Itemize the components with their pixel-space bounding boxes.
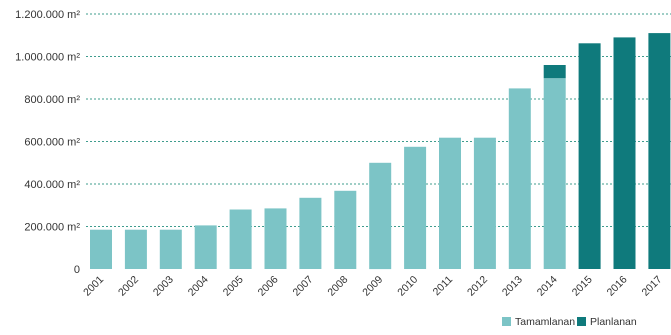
bar-completed-2007	[299, 197, 322, 269]
bar-completed-2010	[404, 146, 427, 269]
x-tick-label: 2009	[360, 274, 385, 299]
legend-label-completed: Tamamlanan	[515, 316, 575, 328]
bar-completed-2009	[369, 162, 392, 270]
x-tick-label: 2002	[116, 274, 141, 299]
x-tick-label: 2004	[186, 274, 211, 299]
x-axis-ticks: 2001 2002 2003 2004 2005 2006 2007 2008 2009 2010…	[81, 274, 665, 299]
bar-completed-2014	[543, 78, 566, 269]
bar-completed-2006	[264, 208, 287, 269]
legend-label-planned: Planlanan	[590, 316, 637, 328]
x-tick-label: 2010	[395, 274, 420, 299]
x-tick-label: 2001	[81, 274, 106, 299]
x-tick-label: 2006	[256, 274, 281, 299]
y-axis-ticks: 0 200.000 m² 400.000 m² 600.000 m² 800.000 m…	[15, 9, 80, 276]
y-tick-label: 1.200.000 m²	[15, 9, 80, 21]
bar-completed-2003	[159, 229, 182, 269]
x-tick-label: 2014	[535, 274, 560, 299]
bar-completed-2005	[229, 209, 252, 269]
bar-completed-2008	[334, 190, 357, 269]
x-tick-label: 2015	[570, 274, 595, 299]
bar-completed-2001	[90, 229, 112, 269]
y-tick-label: 1.000.000 m²	[15, 52, 80, 64]
y-tick-label: 600.000 m²	[24, 137, 80, 149]
x-tick-label: 2011	[431, 274, 456, 299]
bar-completed-2011	[439, 137, 461, 269]
legend-swatch-planned	[577, 317, 586, 326]
bar-planned-2015	[578, 43, 601, 269]
y-tick-label: 0	[74, 264, 80, 276]
bar-planned-2014	[543, 65, 566, 79]
legend-swatch-completed	[502, 317, 511, 326]
x-tick-label: 2012	[465, 274, 490, 299]
x-tick-label: 2005	[221, 274, 246, 299]
x-tick-label: 2013	[500, 274, 525, 299]
y-tick-label: 200.000 m²	[24, 222, 80, 234]
x-tick-label: 2008	[325, 274, 350, 299]
bar-planned-2016	[613, 37, 636, 270]
bar-completed-2012	[473, 137, 496, 269]
bar-completed-2013	[508, 88, 531, 270]
x-tick-label: 2007	[291, 274, 316, 299]
bars	[90, 33, 671, 270]
x-tick-label: 2017	[640, 274, 665, 299]
bar-completed-2002	[124, 229, 147, 269]
bar-planned-2017	[648, 33, 671, 269]
bar-completed-2004	[194, 225, 217, 269]
y-tick-label: 400.000 m²	[24, 179, 80, 191]
x-tick-label: 2016	[605, 274, 630, 299]
y-tick-label: 800.000 m²	[24, 94, 80, 106]
x-tick-label: 2003	[151, 274, 176, 299]
legend: Tamamlanan Planlanan	[502, 316, 637, 328]
